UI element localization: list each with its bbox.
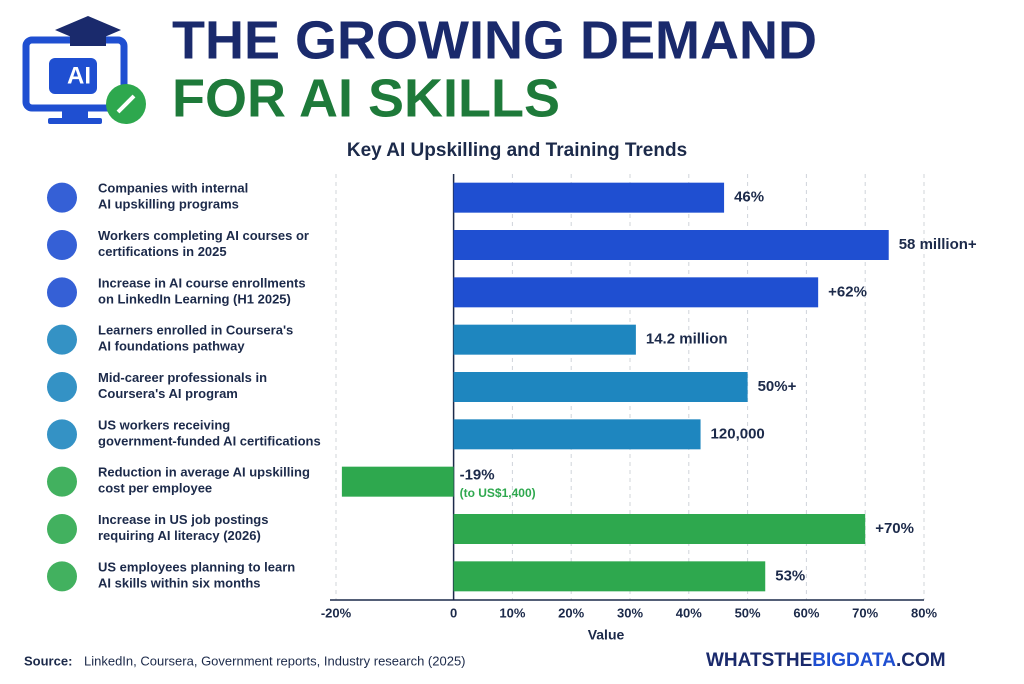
bar — [453, 277, 819, 308]
x-tick-label: 40% — [676, 605, 702, 620]
bar — [453, 514, 866, 544]
icon-text: AI — [67, 62, 91, 89]
row-icon — [47, 419, 77, 450]
x-tick-label: 30% — [617, 605, 643, 620]
row-icon — [47, 466, 77, 497]
bar — [453, 230, 889, 260]
row-icon — [47, 372, 77, 402]
bar-label: +62% — [828, 283, 867, 300]
row-icon — [47, 277, 77, 308]
x-axis-label: Value — [588, 627, 625, 643]
x-tick-label: 80% — [911, 605, 937, 620]
row-icon — [47, 324, 77, 355]
y-tick-label: Learners enrolled in Coursera's AI founda… — [98, 323, 293, 354]
bar-label: 53% — [775, 567, 805, 584]
bar-label: 58 million+ — [899, 236, 977, 253]
x-tick-label: 10% — [499, 605, 525, 620]
brand-part: WHATSTHE — [706, 650, 812, 671]
brand-part: .COM — [896, 650, 946, 671]
bar-label: 120,000 — [711, 425, 765, 442]
x-tick-label: 70% — [852, 605, 878, 620]
source-label: Source: — [24, 653, 72, 668]
annotation: (to US$1,400) — [460, 486, 536, 500]
row-icon — [47, 514, 77, 544]
y-tick-label: US workers receiving government-funded AI… — [98, 418, 321, 449]
y-tick-label: Mid-career professionals in Coursera's AI… — [98, 370, 267, 401]
brand: WHATSTHEBIGDATA.COM — [706, 650, 946, 671]
x-tick-label: 60% — [793, 605, 819, 620]
brand-part: BIGDATA — [812, 650, 896, 671]
bar — [453, 182, 725, 213]
y-tick-label: Reduction in average AI upskilling cost p… — [98, 465, 310, 496]
bar — [341, 466, 454, 497]
row-icon — [47, 230, 77, 260]
subtitle: Key AI Upskilling and Training Trends — [347, 140, 687, 161]
bar — [453, 324, 636, 355]
y-tick-label: Companies with internal AI upskilling pro… — [98, 181, 248, 212]
bar — [453, 419, 701, 450]
y-tick-label: US employees planning to learn AI skills … — [98, 560, 295, 591]
title-line: FOR AI SKILLS — [172, 68, 560, 128]
row-icon — [47, 182, 77, 213]
x-tick-label: -20% — [321, 605, 352, 620]
row-icon — [47, 561, 77, 592]
x-tick-label: 50% — [735, 605, 761, 620]
y-tick-label: Increase in US job postings requiring AI … — [98, 512, 268, 543]
bar-label: -19% — [460, 467, 495, 484]
x-tick-label: 0 — [450, 605, 457, 620]
bar — [453, 372, 748, 402]
bar-label: +70% — [875, 520, 914, 537]
bar — [453, 561, 766, 592]
y-tick-label: Workers completing AI courses or certific… — [98, 228, 309, 259]
title-line: THE GROWING DEMAND — [172, 10, 817, 70]
bar-label: 14.2 million — [646, 331, 728, 348]
bar-label: 50%+ — [758, 378, 797, 395]
logo-icon — [22, 16, 146, 124]
x-tick-label: 20% — [558, 605, 584, 620]
source: LinkedIn, Coursera, Government reports, … — [84, 653, 466, 668]
bar-label: 46% — [734, 189, 764, 206]
y-tick-label: Increase in AI course enrollments on Link… — [98, 276, 306, 307]
